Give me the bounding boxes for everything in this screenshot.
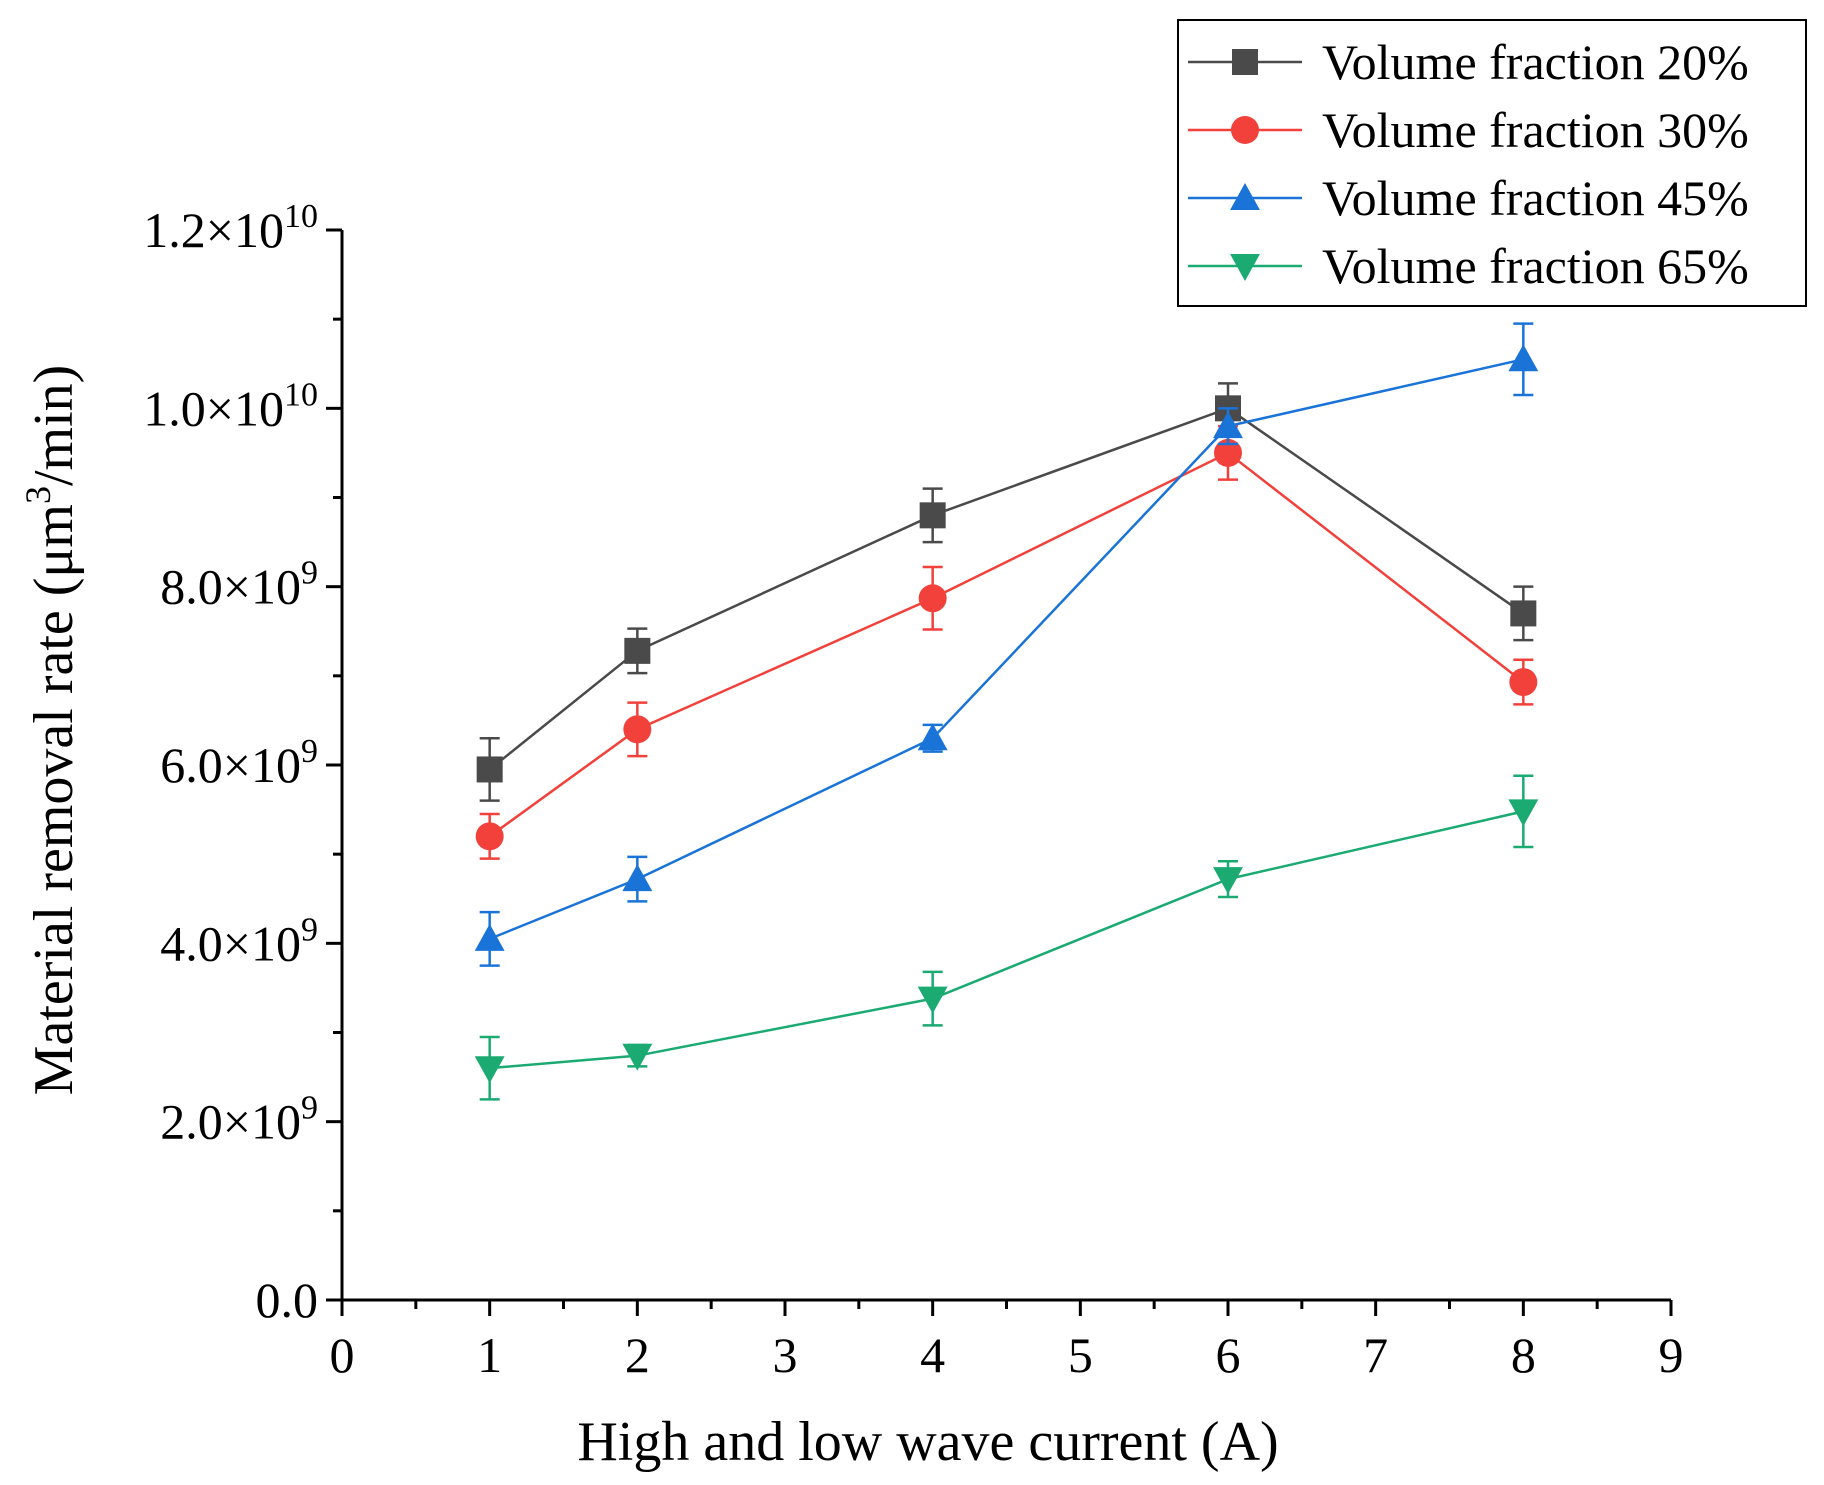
y-tick-mantissa: 2.0×10 xyxy=(160,1094,301,1150)
legend-box xyxy=(1177,19,1807,307)
legend-marker xyxy=(1232,49,1258,75)
y-tick-label: 2.0×109 xyxy=(160,1090,318,1150)
y-tick-mantissa: 0.0 xyxy=(256,1272,319,1328)
x-axis-title: High and low wave current (A) xyxy=(577,1411,1278,1473)
legend-item: Volume fraction 20% xyxy=(1188,34,1749,90)
x-tick-label: 0 xyxy=(330,1327,355,1383)
x-tick-label: 4 xyxy=(920,1327,945,1383)
x-tick-label: 2 xyxy=(625,1327,650,1383)
y-tick-exponent: 10 xyxy=(284,376,318,413)
legend-item: Volume fraction 30% xyxy=(1188,102,1749,158)
legend-marker xyxy=(1230,183,1260,210)
y-tick-label: 0.0 xyxy=(256,1272,319,1328)
x-tick-label: 6 xyxy=(1216,1327,1241,1383)
legend-item: Volume fraction 65% xyxy=(1188,238,1749,294)
series-4 xyxy=(474,774,1539,1101)
legend-marker xyxy=(1231,116,1259,144)
x-tick-label: 5 xyxy=(1068,1327,1093,1383)
x-tick-label: 3 xyxy=(773,1327,798,1383)
y-tick-exponent: 10 xyxy=(284,198,318,235)
data-point xyxy=(1213,867,1243,895)
data-point xyxy=(1508,799,1539,827)
y-tick-label: 1.2×1010 xyxy=(143,198,318,258)
data-point xyxy=(1509,668,1538,697)
y-tick-exponent: 9 xyxy=(301,555,318,592)
data-point xyxy=(917,723,948,751)
series-line xyxy=(489,810,1524,1070)
y-tick-exponent: 9 xyxy=(301,911,318,948)
data-point xyxy=(919,502,946,529)
data-point xyxy=(622,1043,653,1071)
data-point xyxy=(474,1056,505,1084)
series-layer xyxy=(474,322,1539,1101)
y-axis-title: Material removal rate (μm3/min) xyxy=(18,365,85,1096)
legend-label: Volume fraction 20% xyxy=(1322,34,1749,90)
y-tick-label: 8.0×109 xyxy=(160,555,318,615)
legend-label: Volume fraction 65% xyxy=(1322,238,1749,294)
legend: Volume fraction 20% Volume fraction 30% Vo… xyxy=(1177,19,1807,307)
data-point xyxy=(1508,344,1539,372)
data-point xyxy=(624,637,651,664)
legend-item: Volume fraction 45% xyxy=(1188,170,1749,226)
y-tick-mantissa: 4.0×10 xyxy=(160,915,301,971)
x-tick-label: 8 xyxy=(1511,1327,1536,1383)
data-point xyxy=(918,584,947,613)
y-tick-label: 6.0×109 xyxy=(160,733,318,793)
data-point xyxy=(1213,411,1243,439)
axes-layer: 0 1 2 3 4 5 6 7 8 90.02.0×1094.0×1096.0×1098.0×10… xyxy=(143,198,1683,1383)
series-line xyxy=(488,406,1525,771)
y-tick-label: 1.0×1010 xyxy=(143,376,318,436)
legend-label: Volume fraction 30% xyxy=(1322,102,1749,158)
data-point xyxy=(475,822,504,851)
legend-label: Volume fraction 45% xyxy=(1322,170,1749,226)
legend-marker xyxy=(1230,254,1260,281)
x-tick-label: 7 xyxy=(1363,1327,1388,1383)
data-point xyxy=(623,715,652,744)
series-3 xyxy=(474,322,1539,967)
data-point xyxy=(622,864,653,892)
x-tick-label: 1 xyxy=(477,1327,502,1383)
data-point xyxy=(474,923,505,951)
y-tick-mantissa: 1.0×10 xyxy=(143,380,284,436)
x-tick-label: 9 xyxy=(1659,1327,1684,1383)
data-point xyxy=(1214,438,1242,467)
y-tick-mantissa: 1.2×10 xyxy=(143,202,284,258)
y-tick-exponent: 9 xyxy=(301,1090,318,1127)
y-tick-label: 4.0×109 xyxy=(160,911,318,971)
series-2 xyxy=(475,424,1538,860)
y-tick-exponent: 9 xyxy=(301,733,318,770)
data-point xyxy=(917,986,948,1014)
data-point xyxy=(476,756,503,783)
y-tick-mantissa: 8.0×10 xyxy=(160,559,301,615)
y-tick-mantissa: 6.0×10 xyxy=(160,737,301,793)
data-point xyxy=(1510,600,1537,627)
